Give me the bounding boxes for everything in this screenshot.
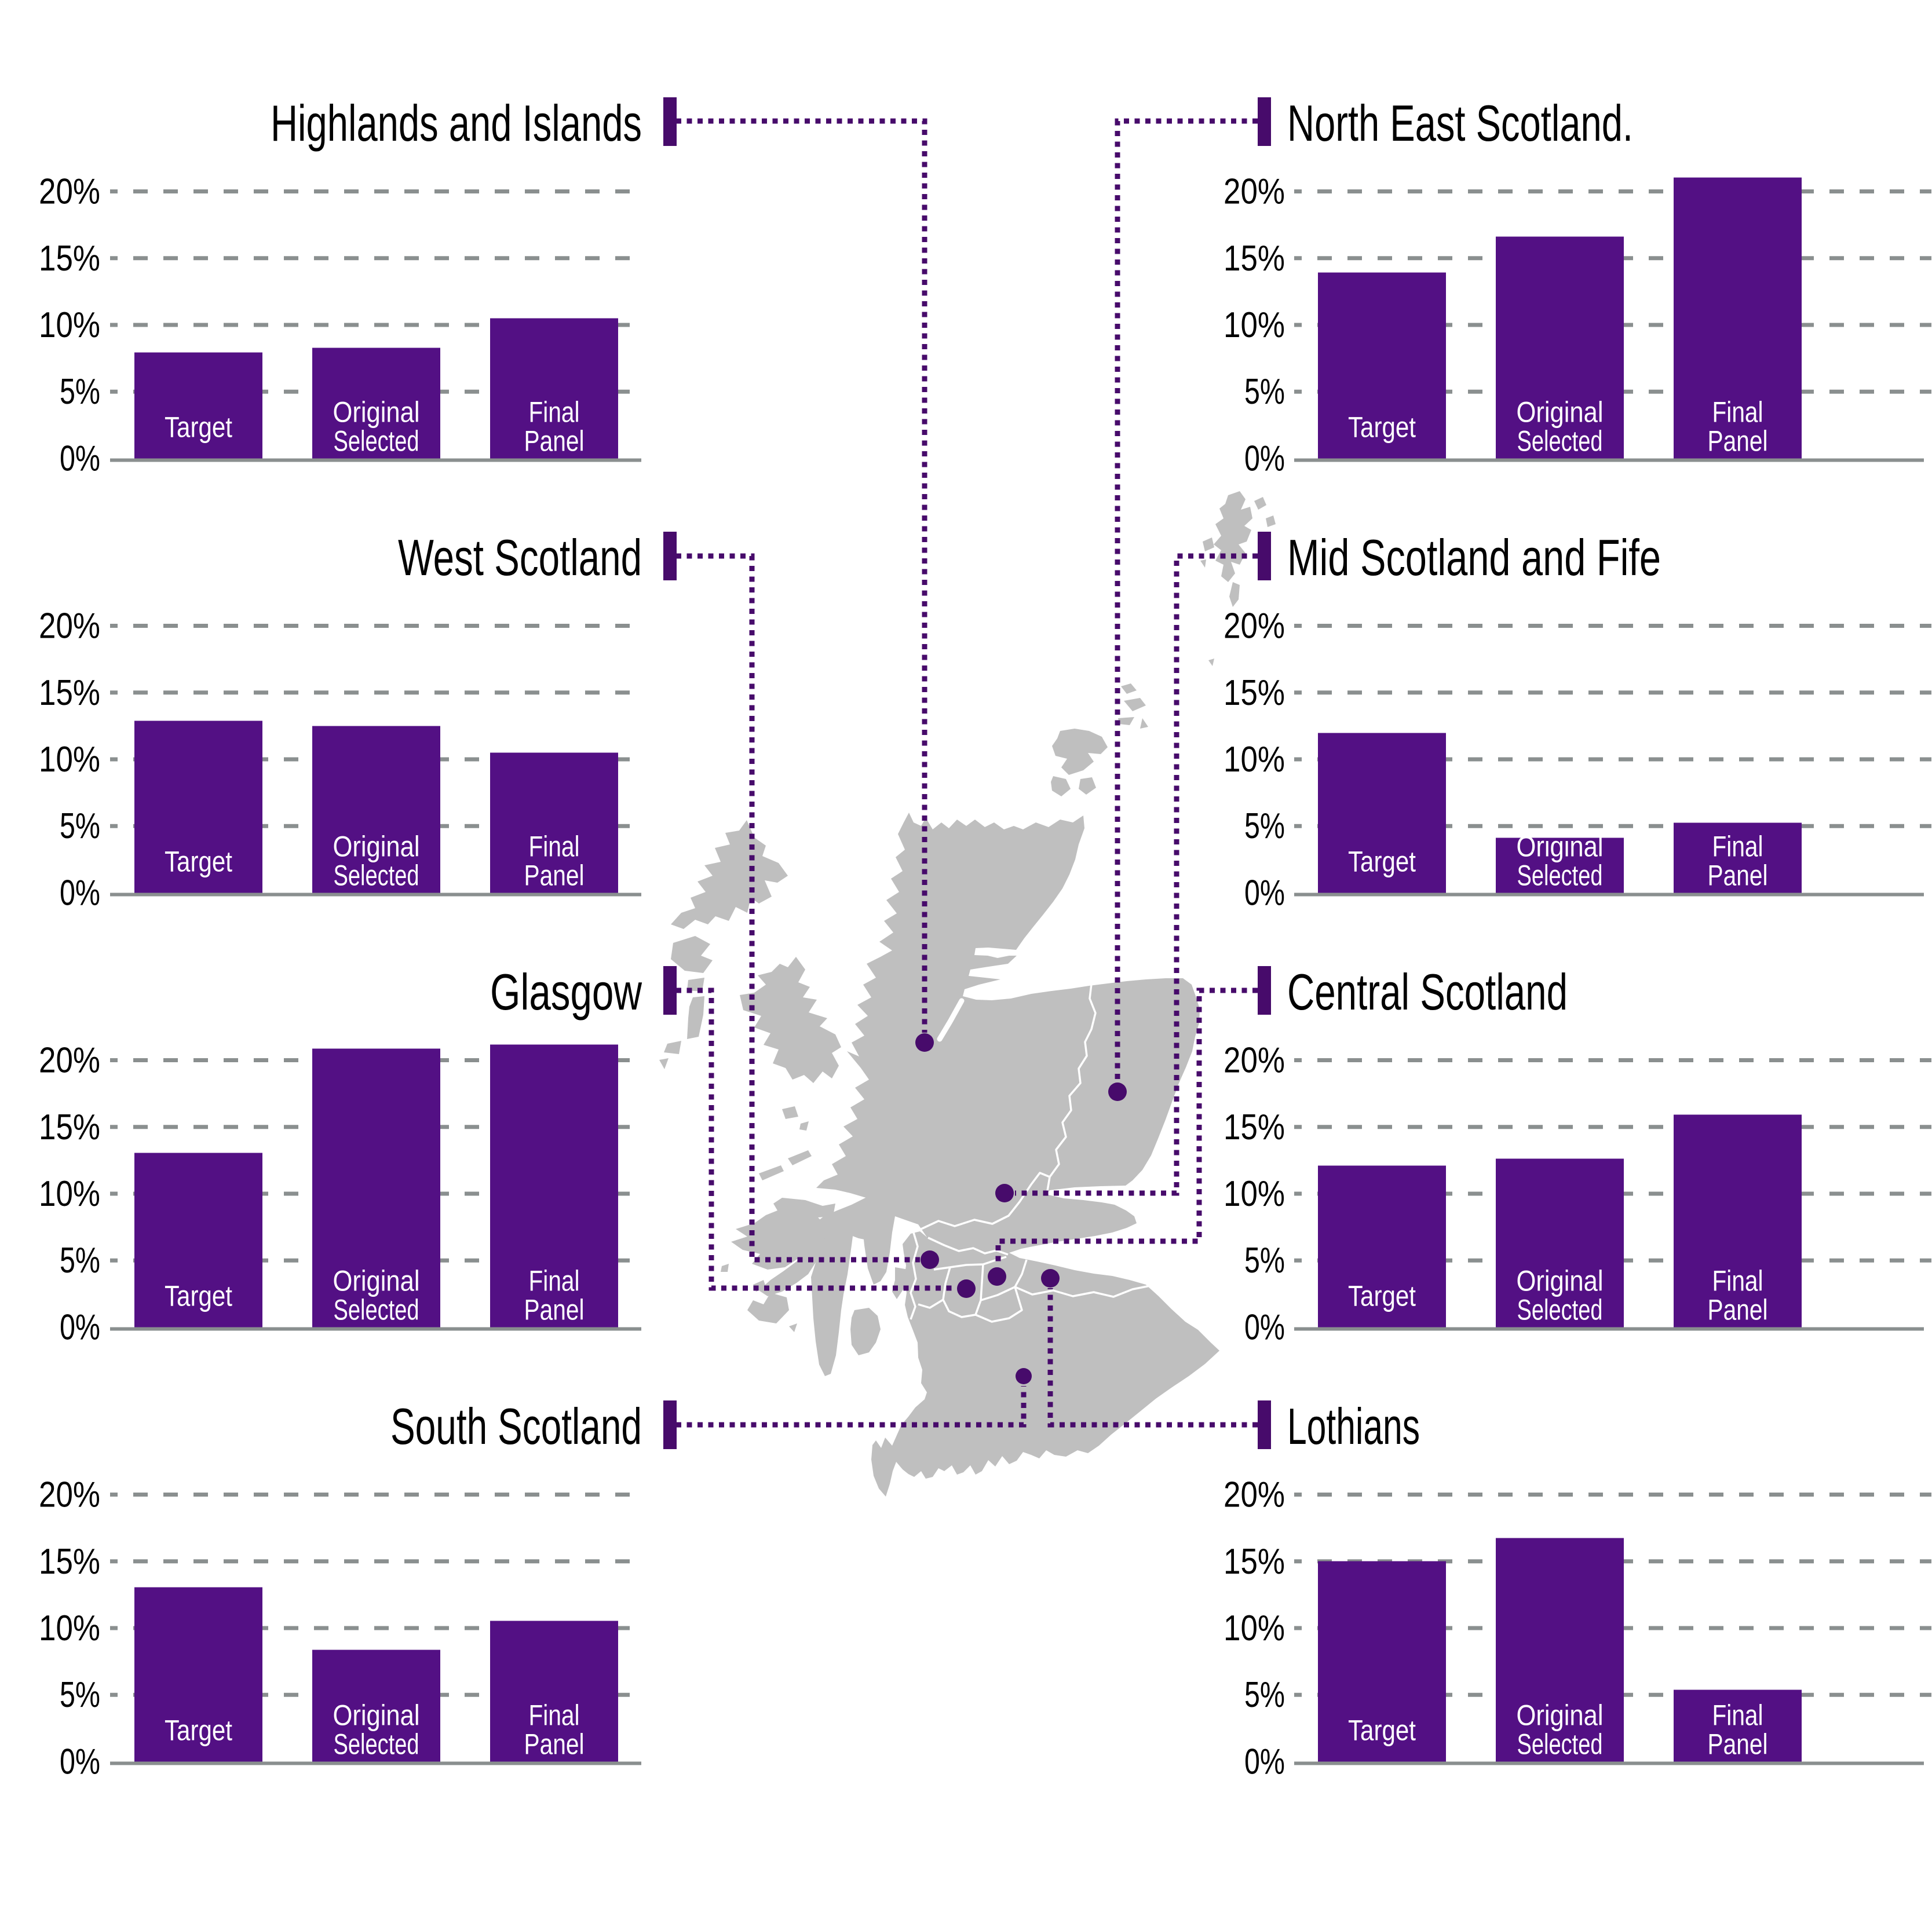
svg-text:Target: Target [165, 1280, 232, 1312]
svg-text:Target: Target [1348, 846, 1416, 878]
svg-text:5%: 5% [60, 372, 100, 412]
svg-text:15%: 15% [39, 239, 100, 279]
svg-text:5%: 5% [1244, 1675, 1285, 1715]
svg-text:Selected: Selected [1517, 1728, 1603, 1761]
svg-text:10%: 10% [39, 305, 100, 345]
svg-text:Panel: Panel [524, 860, 585, 892]
svg-text:Glasgow: Glasgow [490, 963, 642, 1021]
svg-text:Panel: Panel [1708, 1728, 1768, 1761]
svg-text:20%: 20% [39, 606, 100, 646]
svg-text:5%: 5% [1244, 806, 1285, 846]
svg-text:Target: Target [1348, 411, 1416, 444]
svg-text:5%: 5% [60, 806, 100, 846]
svg-text:Selected: Selected [334, 425, 419, 458]
svg-text:Target: Target [1348, 1714, 1416, 1747]
svg-text:5%: 5% [60, 1675, 100, 1715]
svg-text:Final: Final [1712, 831, 1763, 863]
svg-text:15%: 15% [39, 1107, 100, 1147]
svg-text:Selected: Selected [334, 1294, 419, 1326]
svg-text:Target: Target [165, 1714, 232, 1747]
svg-text:0%: 0% [60, 439, 100, 479]
svg-text:Panel: Panel [1708, 425, 1768, 458]
svg-text:Mid Scotland and Fife: Mid Scotland and Fife [1287, 529, 1661, 586]
svg-text:Original: Original [1517, 1265, 1604, 1297]
svg-text:West Scotland: West Scotland [398, 529, 642, 586]
svg-text:0%: 0% [60, 873, 100, 913]
svg-text:10%: 10% [1224, 305, 1285, 345]
svg-text:20%: 20% [1224, 1041, 1285, 1081]
svg-text:North East Scotland.: North East Scotland. [1287, 94, 1633, 152]
svg-text:0%: 0% [1244, 439, 1285, 479]
svg-text:Original: Original [1517, 831, 1604, 863]
svg-text:Final: Final [1712, 1699, 1763, 1732]
svg-text:10%: 10% [1224, 1174, 1285, 1214]
svg-text:South Scotland: South Scotland [390, 1398, 642, 1455]
svg-text:20%: 20% [39, 1041, 100, 1081]
svg-text:15%: 15% [1224, 1107, 1285, 1147]
svg-text:Final: Final [529, 396, 580, 429]
svg-text:0%: 0% [60, 1742, 100, 1782]
svg-text:10%: 10% [1224, 740, 1285, 780]
svg-text:Original: Original [333, 396, 420, 429]
svg-text:Panel: Panel [1708, 1294, 1768, 1326]
svg-text:0%: 0% [1244, 1308, 1285, 1348]
svg-text:20%: 20% [39, 1475, 100, 1515]
svg-text:10%: 10% [39, 1608, 100, 1648]
svg-text:20%: 20% [39, 172, 100, 212]
svg-text:10%: 10% [39, 740, 100, 780]
svg-text:Target: Target [165, 411, 232, 444]
svg-text:5%: 5% [1244, 1241, 1285, 1281]
svg-text:Selected: Selected [1517, 860, 1603, 892]
svg-text:20%: 20% [1224, 172, 1285, 212]
svg-text:Final: Final [1712, 396, 1763, 429]
svg-text:10%: 10% [39, 1174, 100, 1214]
svg-text:10%: 10% [1224, 1608, 1285, 1648]
svg-text:Final: Final [529, 1265, 580, 1297]
svg-text:Target: Target [1348, 1280, 1416, 1312]
svg-text:Panel: Panel [524, 425, 585, 458]
svg-text:5%: 5% [1244, 372, 1285, 412]
svg-text:15%: 15% [1224, 239, 1285, 279]
svg-text:15%: 15% [1224, 673, 1285, 713]
svg-text:Highlands and Islands: Highlands and Islands [271, 94, 642, 152]
svg-text:Central Scotland: Central Scotland [1287, 963, 1568, 1021]
svg-text:15%: 15% [1224, 1542, 1285, 1582]
svg-text:Original: Original [333, 831, 420, 863]
svg-text:0%: 0% [60, 1308, 100, 1348]
svg-text:Original: Original [333, 1699, 420, 1732]
svg-text:Final: Final [529, 1699, 580, 1732]
svg-text:0%: 0% [1244, 873, 1285, 913]
svg-text:Original: Original [1517, 1699, 1604, 1732]
svg-text:Selected: Selected [1517, 425, 1603, 458]
svg-text:Selected: Selected [1517, 1294, 1603, 1326]
svg-text:15%: 15% [39, 673, 100, 713]
svg-text:Target: Target [165, 846, 232, 878]
svg-text:15%: 15% [39, 1542, 100, 1582]
svg-text:Original: Original [333, 1265, 420, 1297]
svg-text:20%: 20% [1224, 606, 1285, 646]
svg-text:Panel: Panel [1708, 860, 1768, 892]
svg-text:0%: 0% [1244, 1742, 1285, 1782]
svg-text:Final: Final [529, 831, 580, 863]
svg-text:Selected: Selected [334, 1728, 419, 1761]
svg-text:Panel: Panel [524, 1294, 585, 1326]
svg-text:Original: Original [1517, 396, 1604, 429]
svg-text:20%: 20% [1224, 1475, 1285, 1515]
svg-text:Panel: Panel [524, 1728, 585, 1761]
svg-text:Selected: Selected [334, 860, 419, 892]
svg-text:Final: Final [1712, 1265, 1763, 1297]
svg-text:5%: 5% [60, 1241, 100, 1281]
svg-text:Lothians: Lothians [1287, 1398, 1420, 1455]
